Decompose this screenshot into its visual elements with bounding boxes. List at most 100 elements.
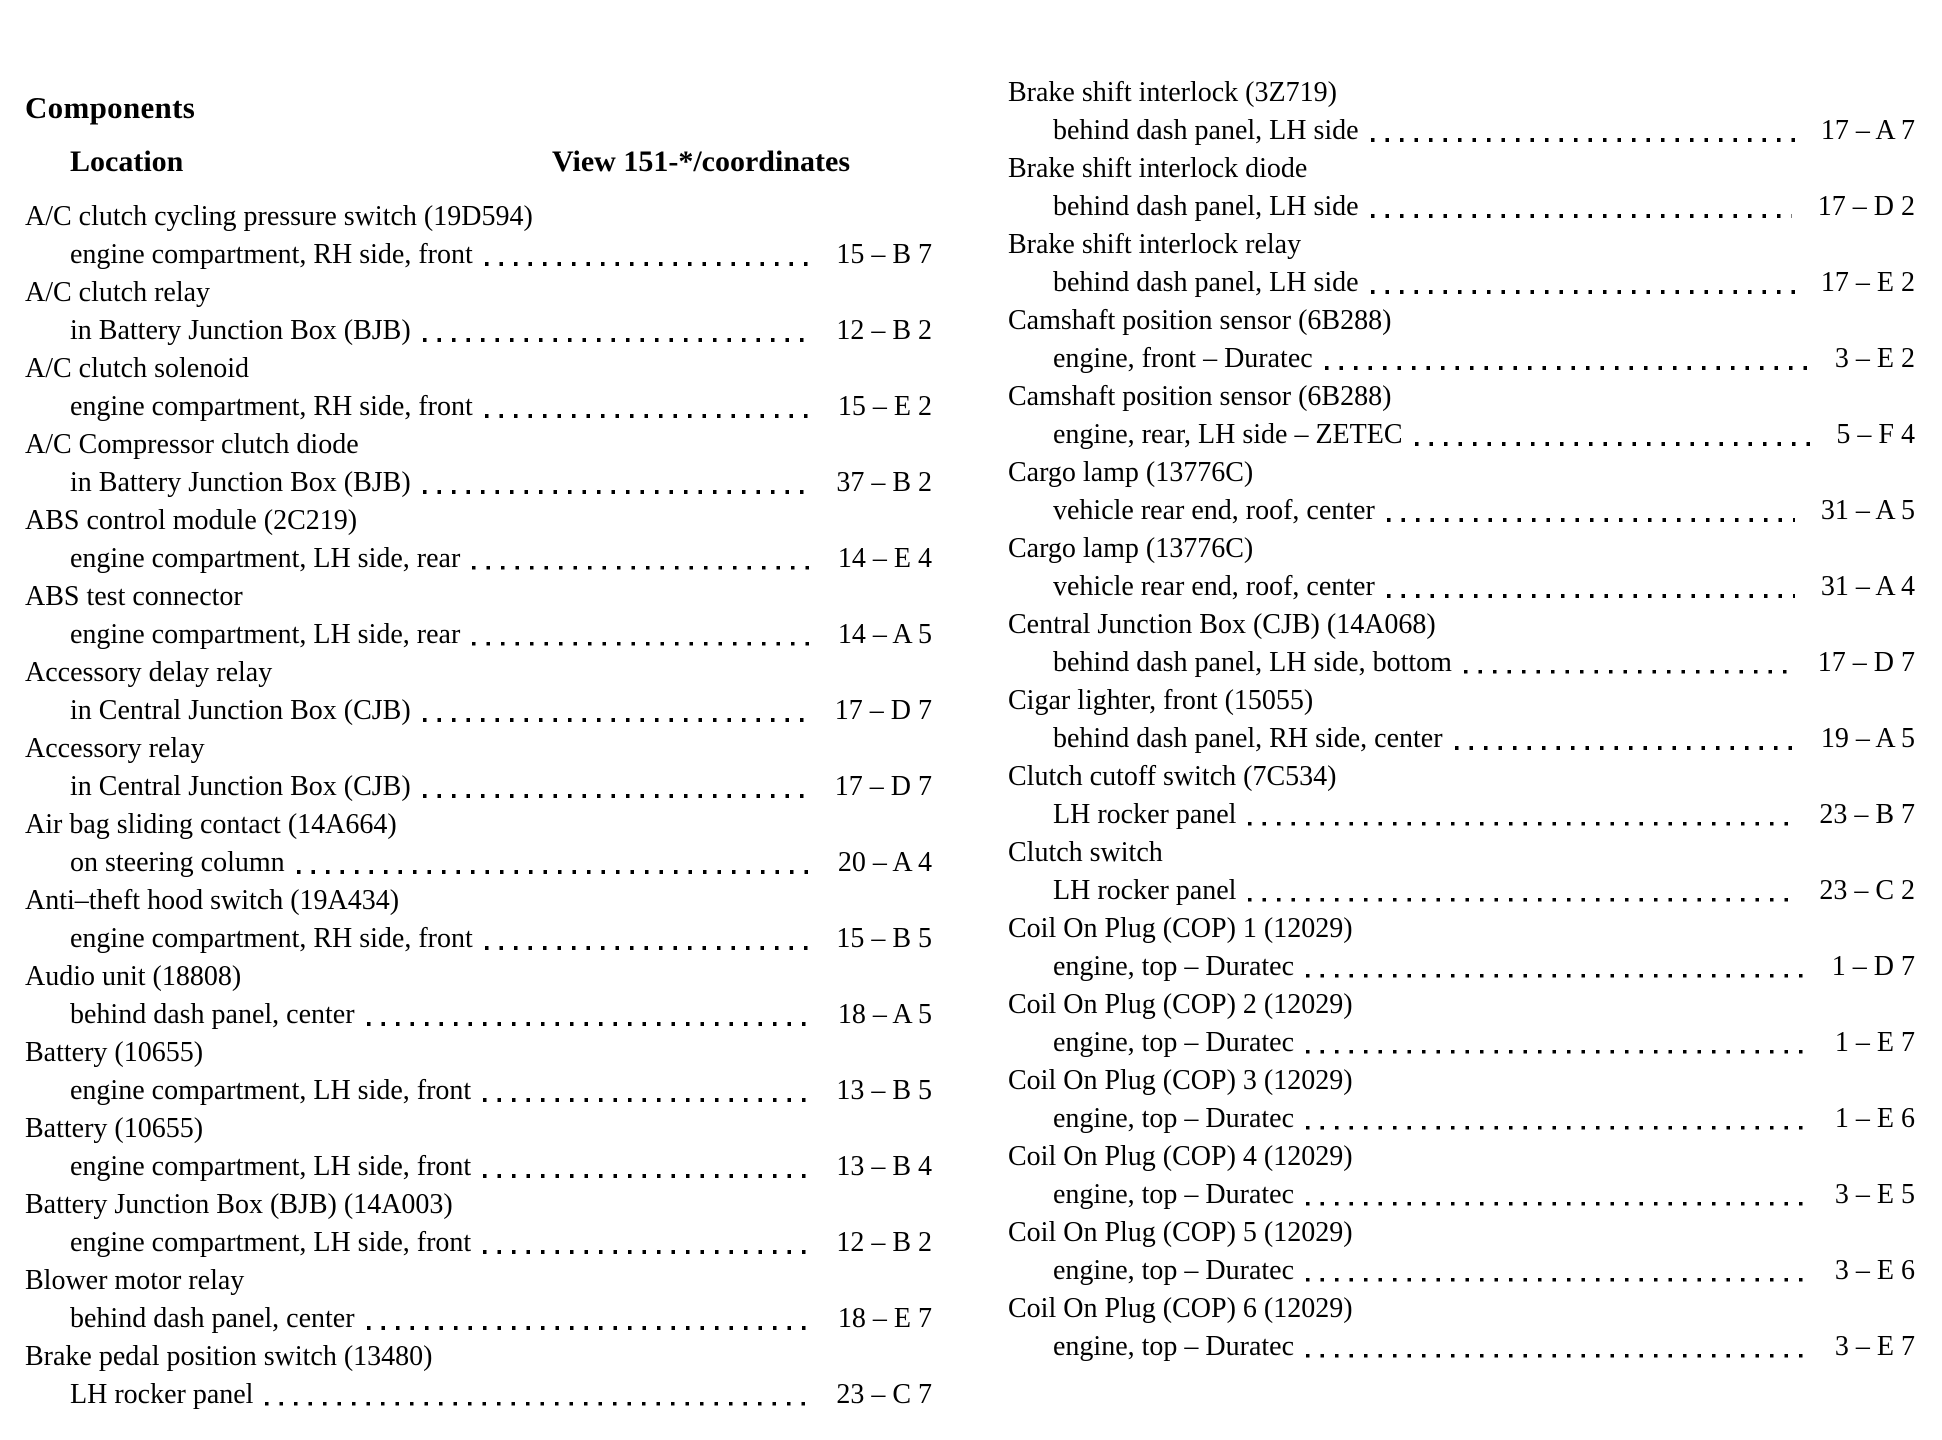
component-coordinate: 3 – E 2 xyxy=(1834,343,1915,374)
component-name: Accessory delay relay xyxy=(25,657,273,688)
component-location: engine, rear, LH side – ZETEC xyxy=(1053,419,1403,450)
component-location: engine compartment, LH side, front xyxy=(70,1151,472,1182)
component-location: engine, top – Duratec xyxy=(1053,1103,1295,1134)
component-name: Coil On Plug (COP) 1 (12029) xyxy=(1008,913,1353,944)
component-name: A/C clutch cycling pressure switch (19D5… xyxy=(25,201,533,232)
component-coordinate: 37 – B 2 xyxy=(836,467,932,498)
component-location: engine compartment, LH side, front xyxy=(70,1227,472,1258)
component-entry: Camshaft position sensor (6B288) engine, … xyxy=(1008,378,1915,454)
dot-leader xyxy=(1370,112,1795,150)
dot-leader xyxy=(1248,796,1794,834)
component-coordinate: 12 – B 2 xyxy=(836,315,932,346)
component-entry: Clutch switch LH rocker panel 23 – C 2 xyxy=(1008,834,1915,910)
component-entry: Battery (10655) engine compartment, LH si… xyxy=(25,1110,932,1186)
component-location-row: behind dash panel, LH side 17 – A 7 xyxy=(1008,112,1915,150)
component-location-row: behind dash panel, LH side, bottom 17 – D… xyxy=(1008,644,1915,682)
component-location-row: engine compartment, LH side, rear 14 – E … xyxy=(25,540,932,578)
dot-leader xyxy=(1306,1176,1809,1214)
component-name: Audio unit (18808) xyxy=(25,961,242,992)
component-location: engine, top – Duratec xyxy=(1053,1179,1295,1210)
component-location: in Battery Junction Box (BJB) xyxy=(70,467,411,498)
component-name: Anti–theft hood switch (19A434) xyxy=(25,885,400,916)
component-entry: Coil On Plug (COP) 3 (12029) engine, top … xyxy=(1008,1062,1915,1138)
component-entry: Blower motor relay behind dash panel, cen… xyxy=(25,1262,932,1338)
component-entry: A/C clutch relay in Battery Junction Box … xyxy=(25,274,932,350)
component-location-row: in Battery Junction Box (BJB) 37 – B 2 xyxy=(25,464,932,502)
component-coordinate: 15 – B 5 xyxy=(836,923,932,954)
component-location-row: behind dash panel, LH side 17 – E 2 xyxy=(1008,264,1915,302)
component-location-row: engine compartment, LH side, front 13 – B… xyxy=(25,1072,932,1110)
component-location: vehicle rear end, roof, center xyxy=(1053,495,1375,526)
dot-leader xyxy=(1414,416,1811,454)
dot-leader xyxy=(472,540,812,578)
component-entry: A/C Compressor clutch diode in Battery Ju… xyxy=(25,426,932,502)
component-location-row: engine, front – Duratec 3 – E 2 xyxy=(1008,340,1915,378)
dot-leader xyxy=(366,996,812,1034)
component-location-row: behind dash panel, center 18 – E 7 xyxy=(25,1300,932,1338)
dot-leader xyxy=(483,1224,811,1262)
component-coordinate: 20 – A 4 xyxy=(837,847,932,878)
dot-leader xyxy=(1306,1252,1809,1290)
dot-leader xyxy=(1306,1024,1809,1062)
component-name: ABS control module (2C219) xyxy=(25,505,358,536)
component-location: LH rocker panel xyxy=(1053,799,1237,830)
component-location-row: behind dash panel, LH side 17 – D 2 xyxy=(1008,188,1915,226)
component-location-row: vehicle rear end, roof, center 31 – A 5 xyxy=(1008,492,1915,530)
component-entry: Cargo lamp (13776C) vehicle rear end, roo… xyxy=(1008,454,1915,530)
component-location-row: engine compartment, LH side, front 13 – B… xyxy=(25,1148,932,1186)
component-name: Brake pedal position switch (13480) xyxy=(25,1341,433,1372)
dot-leader xyxy=(484,236,811,274)
component-entry: Cargo lamp (13776C) vehicle rear end, roo… xyxy=(1008,530,1915,606)
component-name: Cigar lighter, front (15055) xyxy=(1008,685,1314,716)
component-location: behind dash panel, LH side xyxy=(1053,267,1359,298)
component-location-row: engine, top – Duratec 1 – D 7 xyxy=(1008,948,1915,986)
dot-leader xyxy=(1370,188,1792,226)
component-location-row: engine, top – Duratec 1 – E 7 xyxy=(1008,1024,1915,1062)
component-entry: A/C clutch cycling pressure switch (19D5… xyxy=(25,198,932,274)
dot-leader xyxy=(1463,644,1792,682)
component-entry: Camshaft position sensor (6B288) engine, … xyxy=(1008,302,1915,378)
component-location: behind dash panel, RH side, center xyxy=(1053,723,1443,754)
component-entry: Coil On Plug (COP) 1 (12029) engine, top … xyxy=(1008,910,1915,986)
component-location: engine compartment, LH side, rear xyxy=(70,543,461,574)
dot-leader xyxy=(1324,340,1809,378)
component-coordinate: 13 – B 5 xyxy=(836,1075,932,1106)
dot-leader xyxy=(1370,264,1795,302)
component-location-row: behind dash panel, center 18 – A 5 xyxy=(25,996,932,1034)
component-coordinate: 12 – B 2 xyxy=(836,1227,932,1258)
component-coordinate: 19 – A 5 xyxy=(1820,723,1915,754)
component-list-left: A/C clutch cycling pressure switch (19D5… xyxy=(25,198,932,1414)
component-coordinate: 3 – E 7 xyxy=(1834,1331,1915,1362)
component-coordinate: 3 – E 5 xyxy=(1834,1179,1915,1210)
component-entry: Cigar lighter, front (15055) behind dash … xyxy=(1008,682,1915,758)
component-location-row: engine compartment, LH side, front 12 – B… xyxy=(25,1224,932,1262)
component-name: Central Junction Box (CJB) (14A068) xyxy=(1008,609,1436,640)
component-location: LH rocker panel xyxy=(1053,875,1237,906)
component-coordinate: 14 – E 4 xyxy=(837,543,932,574)
component-name: Camshaft position sensor (6B288) xyxy=(1008,305,1392,336)
component-name: Coil On Plug (COP) 4 (12029) xyxy=(1008,1141,1353,1172)
component-entry: Battery Junction Box (BJB) (14A003) engin… xyxy=(25,1186,932,1262)
component-location: in Battery Junction Box (BJB) xyxy=(70,315,411,346)
dot-leader xyxy=(1386,568,1795,606)
component-name: Coil On Plug (COP) 5 (12029) xyxy=(1008,1217,1353,1248)
component-entry: ABS control module (2C219) engine compart… xyxy=(25,502,932,578)
component-location: engine compartment, RH side, front xyxy=(70,923,473,954)
dot-leader xyxy=(484,388,812,426)
component-name: Accessory relay xyxy=(25,733,205,764)
component-coordinate: 23 – C 2 xyxy=(1819,875,1915,906)
component-name: Brake shift interlock (3Z719) xyxy=(1008,77,1337,108)
component-coordinate: 1 – E 7 xyxy=(1834,1027,1915,1058)
dot-leader xyxy=(422,692,809,730)
component-location-row: on steering column 20 – A 4 xyxy=(25,844,932,882)
component-name: Battery Junction Box (BJB) (14A003) xyxy=(25,1189,453,1220)
component-location-row: engine, top – Duratec 3 – E 7 xyxy=(1008,1328,1915,1366)
component-location: behind dash panel, LH side xyxy=(1053,115,1359,146)
component-list-right: Brake shift interlock (3Z719) behind dash… xyxy=(1008,74,1915,1366)
component-entry: Central Junction Box (CJB) (14A068) behin… xyxy=(1008,606,1915,682)
component-entry: Accessory relay in Central Junction Box (… xyxy=(25,730,932,806)
component-location-row: in Battery Junction Box (BJB) 12 – B 2 xyxy=(25,312,932,350)
component-name: Blower motor relay xyxy=(25,1265,245,1296)
component-name: Clutch cutoff switch (7C534) xyxy=(1008,761,1337,792)
component-name: Cargo lamp (13776C) xyxy=(1008,533,1254,564)
